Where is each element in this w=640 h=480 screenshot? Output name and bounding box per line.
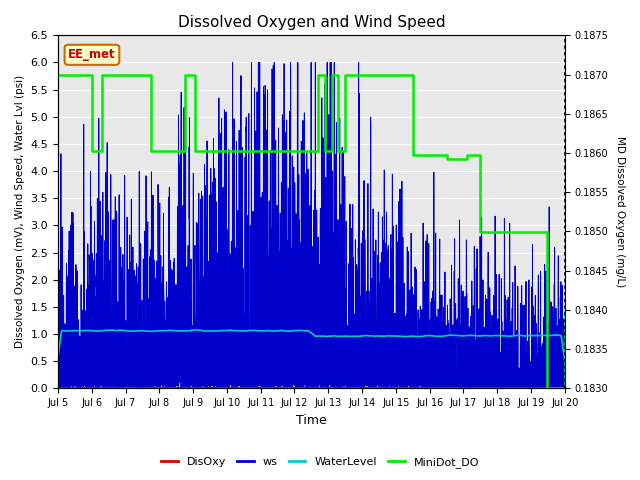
X-axis label: Time: Time [296, 414, 327, 427]
Legend: DisOxy, ws, WaterLevel, MiniDot_DO: DisOxy, ws, WaterLevel, MiniDot_DO [157, 452, 483, 472]
Text: EE_met: EE_met [68, 48, 116, 61]
Title: Dissolved Oxygen and Wind Speed: Dissolved Oxygen and Wind Speed [177, 15, 445, 30]
Y-axis label: MD Dissolved Oxygen (mg/L): MD Dissolved Oxygen (mg/L) [615, 136, 625, 288]
Y-axis label: Dissolved Oxygen (mV), Wind Speed, Water Lvl (psi): Dissolved Oxygen (mV), Wind Speed, Water… [15, 75, 25, 348]
